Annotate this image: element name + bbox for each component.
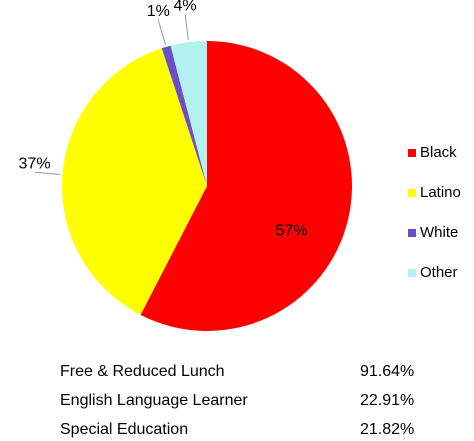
legend-swatch [408, 269, 416, 277]
leader-line [34, 171, 61, 175]
legend-label: White [420, 224, 458, 241]
legend-label: Latino [420, 184, 461, 201]
legend-swatch [408, 149, 416, 157]
row-label: Free & Reduced Lunch [60, 363, 225, 380]
legend-label: Black [420, 144, 457, 161]
legend-label: Other [420, 264, 458, 281]
row-value: 91.64% [360, 363, 414, 380]
slice-label: 57% [276, 223, 308, 240]
slice-label: 37% [19, 156, 51, 173]
pie-slice [140, 41, 353, 332]
slice-label: 4% [174, 0, 197, 15]
legend-swatch [408, 189, 416, 197]
leader-line [157, 19, 167, 46]
leader-line [184, 14, 189, 41]
legend-swatch [408, 229, 416, 237]
row-value: 22.91% [360, 392, 414, 409]
slice-label: 1% [147, 3, 170, 20]
row-label: English Language Learner [60, 392, 248, 409]
pie-slice [170, 41, 207, 186]
row-value: 21.82% [360, 421, 414, 438]
pie-slice [161, 45, 207, 187]
pie-slice [62, 48, 208, 315]
row-label: Special Education [60, 421, 188, 438]
